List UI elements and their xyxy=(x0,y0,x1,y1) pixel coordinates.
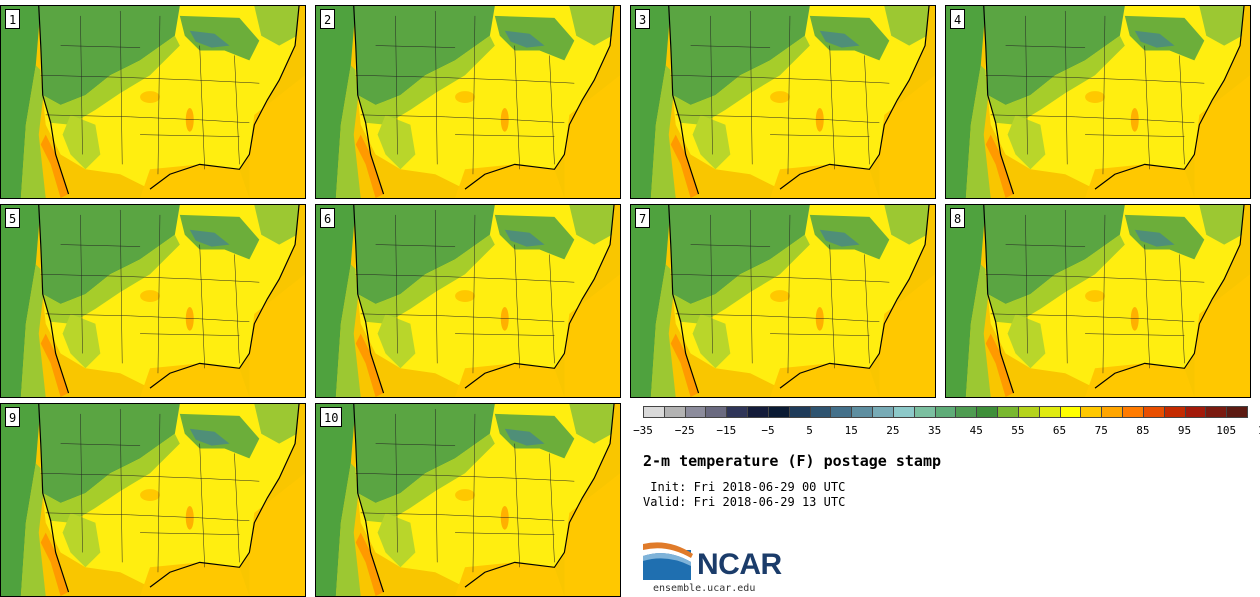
colorbar-tick-label: 95 xyxy=(1177,424,1192,437)
colorbar-cell xyxy=(955,406,978,418)
colorbar-tick-label: 85 xyxy=(1136,424,1150,437)
map-panel-2: 2 xyxy=(315,5,621,199)
member-label: 9 xyxy=(5,407,21,427)
colorbar-cell xyxy=(976,406,999,418)
colorbar-cell xyxy=(788,406,811,418)
member-label: 3 xyxy=(635,9,651,29)
colorbar-cell xyxy=(1163,406,1186,418)
init-time: Init: Fri 2018-06-29 00 UTC xyxy=(643,480,846,494)
colorbar-tick-label: −25 xyxy=(674,424,695,437)
colorbar-cell xyxy=(934,406,957,418)
colorbar-tick-label: −15 xyxy=(716,424,737,437)
site-url: ensemble.ucar.edu xyxy=(653,583,756,594)
colorbar-tick-label: −5 xyxy=(761,424,775,437)
temperature-map xyxy=(316,6,620,198)
colorbar-cell xyxy=(1038,406,1061,418)
map-panel-5: 5 xyxy=(0,204,306,398)
colorbar-cell xyxy=(851,406,874,418)
ncar-logo-icon xyxy=(643,542,693,580)
colorbar-cell xyxy=(643,406,665,418)
colorbar-cell xyxy=(872,406,894,418)
temperature-colorbar xyxy=(643,406,1248,420)
member-label: 1 xyxy=(5,9,21,29)
map-panel-8: 8 xyxy=(945,204,1251,398)
map-panel-7: 7 xyxy=(630,204,936,398)
colorbar-cell xyxy=(747,406,769,418)
colorbar-cell xyxy=(892,406,915,418)
colorbar-cell xyxy=(809,406,832,418)
member-label: 2 xyxy=(320,9,336,29)
colorbar-cell xyxy=(1101,406,1124,418)
map-panel-6: 6 xyxy=(315,204,621,398)
temperature-map xyxy=(316,205,620,397)
colorbar-tick-label: 75 xyxy=(1094,424,1108,437)
colorbar-tick-label: 25 xyxy=(886,424,900,437)
member-label: 5 xyxy=(5,208,21,228)
member-label: 6 xyxy=(320,208,336,228)
colorbar-cell xyxy=(1142,406,1165,418)
colorbar-cell xyxy=(1184,406,1207,418)
colorbar-tick-label: 65 xyxy=(1052,424,1067,437)
map-panel-10: 10 xyxy=(315,403,621,597)
valid-time: Valid: Fri 2018-06-29 13 UTC xyxy=(643,495,846,509)
colorbar-cell xyxy=(1017,406,1040,418)
colorbar-cell xyxy=(726,406,749,418)
colorbar-tick-label: 115 xyxy=(1258,424,1260,437)
colorbar-cell xyxy=(663,406,686,418)
colorbar-cell xyxy=(1080,406,1103,418)
member-label: 7 xyxy=(635,208,651,228)
member-label: 10 xyxy=(320,407,343,427)
colorbar-tick-label: 35 xyxy=(927,424,942,437)
colorbar-tick-label: 45 xyxy=(969,424,983,437)
map-panel-4: 4 xyxy=(945,5,1251,199)
temperature-map xyxy=(316,404,620,596)
colorbar-cell xyxy=(830,406,853,418)
colorbar-cell xyxy=(1205,406,1228,418)
colorbar-cell xyxy=(767,406,790,418)
colorbar-cell xyxy=(1122,406,1144,418)
temperature-map xyxy=(1,404,305,596)
temperature-map xyxy=(631,205,935,397)
colorbar-tick-label: 5 xyxy=(806,424,813,437)
map-panel-1: 1 xyxy=(0,5,306,199)
member-label: 8 xyxy=(950,208,966,228)
temperature-map xyxy=(946,205,1250,397)
temperature-map xyxy=(631,6,935,198)
colorbar-cell xyxy=(684,406,707,418)
colorbar-cell xyxy=(913,406,936,418)
colorbar-cell xyxy=(705,406,728,418)
colorbar-tick-label: 105 xyxy=(1216,424,1237,437)
colorbar-tick-label: −35 xyxy=(633,424,653,437)
colorbar-ticks: −35 −25 −15 −5 5 15 25 35 45 55 65 75 85 95 105 115 xyxy=(633,424,1260,440)
colorbar-cell xyxy=(1059,406,1082,418)
temperature-map xyxy=(946,6,1250,198)
member-label: 4 xyxy=(950,9,966,29)
plot-title: 2-m temperature (F) postage stamp xyxy=(643,452,942,470)
colorbar-tick-label: 55 xyxy=(1011,424,1025,437)
colorbar-tick-label: 15 xyxy=(844,424,858,437)
ncar-logo-text: NCAR xyxy=(697,548,782,581)
temperature-map xyxy=(1,6,305,198)
colorbar-cell xyxy=(1226,406,1248,418)
temperature-map xyxy=(1,205,305,397)
map-panel-9: 9 xyxy=(0,403,306,597)
colorbar-cell xyxy=(997,406,1019,418)
map-panel-3: 3 xyxy=(630,5,936,199)
